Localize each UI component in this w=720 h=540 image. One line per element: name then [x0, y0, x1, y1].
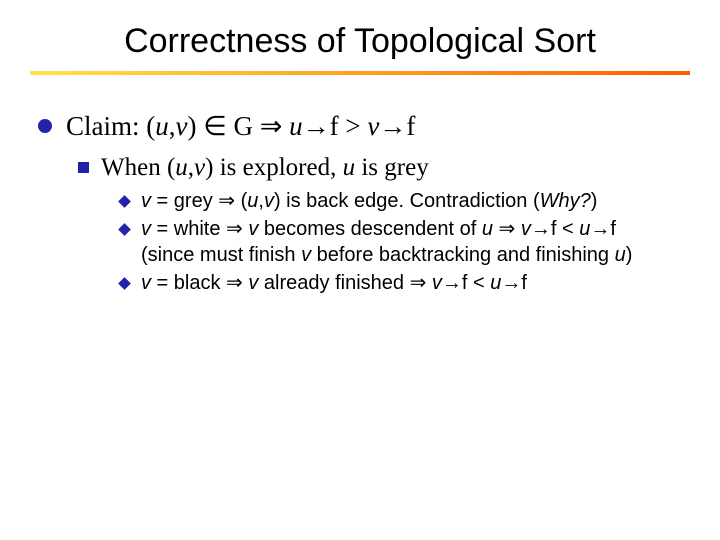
sub-text: When (u,v) is explored, u is grey	[101, 152, 429, 185]
diamond-bullet-icon	[118, 223, 131, 236]
diamond-bullet-icon	[118, 195, 131, 208]
case-white-row: v = white ⇒ v becomes descendent of u ⇒ …	[118, 217, 690, 271]
sub-row: When (u,v) is explored, u is grey	[78, 152, 690, 185]
slide-content: Claim: (u,v) ∈ G ⇒ u→f > v→f When (u,v) …	[30, 75, 690, 300]
case-black-row: v = black ⇒ v already finished ⇒ v→f < u…	[118, 271, 690, 300]
slide-title: Correctness of Topological Sort	[30, 18, 690, 71]
case-black-text: v = black ⇒ v already finished ⇒ v→f < u…	[141, 271, 527, 300]
case-grey-text: v = grey ⇒ (u,v) is back edge. Contradic…	[141, 189, 597, 218]
case-grey-row: v = grey ⇒ (u,v) is back edge. Contradic…	[118, 189, 690, 218]
diamond-bullet-icon	[118, 278, 131, 291]
level3-block: v = grey ⇒ (u,v) is back edge. Contradic…	[78, 185, 690, 300]
level2-block: When (u,v) is explored, u is grey v = gr…	[38, 144, 690, 300]
circle-bullet-icon	[38, 119, 52, 133]
claim-text: Claim: (u,v) ∈ G ⇒ u→f > v→f	[66, 109, 415, 144]
slide: Correctness of Topological Sort Claim: (…	[0, 0, 720, 540]
claim-row: Claim: (u,v) ∈ G ⇒ u→f > v→f	[38, 109, 690, 144]
case-white-text: v = white ⇒ v becomes descendent of u ⇒ …	[141, 217, 632, 271]
square-bullet-icon	[78, 162, 89, 173]
